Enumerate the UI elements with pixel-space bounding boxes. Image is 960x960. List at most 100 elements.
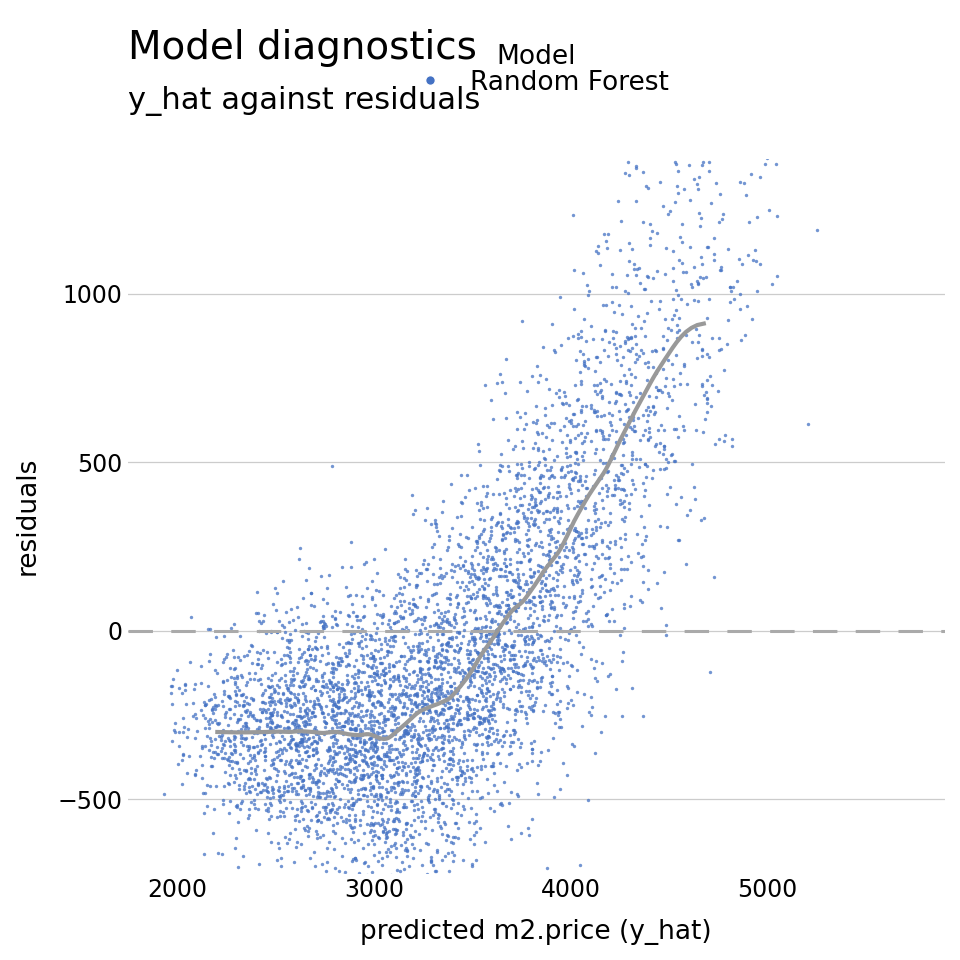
Point xyxy=(512,581,527,596)
Point xyxy=(276,787,291,803)
Point xyxy=(537,613,552,629)
Point xyxy=(417,646,432,661)
Point xyxy=(187,768,203,783)
Point xyxy=(472,821,488,836)
Point xyxy=(256,727,272,742)
Point xyxy=(550,588,565,603)
Point xyxy=(540,546,556,562)
Point xyxy=(467,710,482,726)
Point xyxy=(474,619,490,635)
Point xyxy=(489,516,504,532)
Point xyxy=(660,388,676,403)
Point xyxy=(420,866,435,881)
Point xyxy=(328,698,344,713)
Point xyxy=(275,728,290,743)
Point xyxy=(378,844,394,859)
Point xyxy=(428,615,444,631)
Point xyxy=(408,627,423,642)
Point xyxy=(234,687,250,703)
Point xyxy=(436,732,451,747)
Point xyxy=(532,454,547,469)
Point xyxy=(525,415,540,430)
Point xyxy=(385,891,400,906)
Point xyxy=(641,497,657,513)
Point xyxy=(324,824,340,839)
Point xyxy=(370,694,385,709)
Point xyxy=(230,711,246,727)
Point xyxy=(347,811,362,827)
Point xyxy=(427,671,443,686)
Point xyxy=(588,514,603,529)
Point xyxy=(376,667,392,683)
Point xyxy=(462,569,477,585)
Point xyxy=(565,590,581,606)
Point xyxy=(473,626,489,641)
Point xyxy=(281,649,297,664)
Point xyxy=(647,404,662,420)
Point xyxy=(432,684,447,699)
Point xyxy=(366,780,381,795)
Point xyxy=(565,500,581,516)
Point xyxy=(302,647,318,662)
Point xyxy=(480,728,495,743)
Point xyxy=(377,633,393,648)
Point xyxy=(283,757,299,773)
Point xyxy=(233,687,249,703)
Point xyxy=(344,781,359,797)
Point xyxy=(569,574,585,589)
Point xyxy=(325,724,341,739)
Point xyxy=(679,327,694,343)
Point xyxy=(407,687,422,703)
Point xyxy=(339,649,354,664)
Point xyxy=(737,25,753,40)
Point xyxy=(188,763,204,779)
Point xyxy=(325,697,341,712)
Point xyxy=(357,680,372,695)
Point xyxy=(396,800,411,815)
Point xyxy=(457,723,472,738)
Point xyxy=(461,660,476,676)
Point xyxy=(350,679,366,694)
Point xyxy=(430,715,445,731)
Point xyxy=(320,742,335,757)
Point xyxy=(274,753,289,768)
Point xyxy=(307,757,323,773)
Point xyxy=(460,708,475,723)
Point xyxy=(355,648,371,663)
Point xyxy=(481,660,496,675)
Point xyxy=(659,371,674,386)
Point xyxy=(571,525,587,540)
Point xyxy=(474,726,490,741)
Point xyxy=(450,702,466,717)
Point xyxy=(580,481,595,496)
Point xyxy=(469,644,485,660)
Point xyxy=(486,700,501,715)
Point xyxy=(206,686,222,702)
Point xyxy=(589,409,605,424)
Point xyxy=(485,686,500,702)
Point xyxy=(747,242,762,257)
Point xyxy=(396,670,412,685)
Point xyxy=(396,825,411,840)
Point xyxy=(396,726,411,741)
Point xyxy=(364,722,379,737)
Point xyxy=(575,639,590,655)
Point xyxy=(359,756,374,771)
Point xyxy=(287,812,302,828)
Point xyxy=(469,783,485,799)
Point xyxy=(299,615,314,631)
Point xyxy=(642,403,658,419)
Point xyxy=(561,397,576,413)
Point xyxy=(317,620,332,636)
Point xyxy=(437,914,452,929)
Point xyxy=(269,774,284,789)
Point xyxy=(359,580,374,595)
Point xyxy=(502,552,517,567)
Point xyxy=(444,557,460,572)
Point xyxy=(299,787,314,803)
Point xyxy=(396,733,412,749)
Point xyxy=(322,672,337,687)
Point xyxy=(552,549,567,564)
Point xyxy=(396,622,412,637)
Point xyxy=(362,782,377,798)
